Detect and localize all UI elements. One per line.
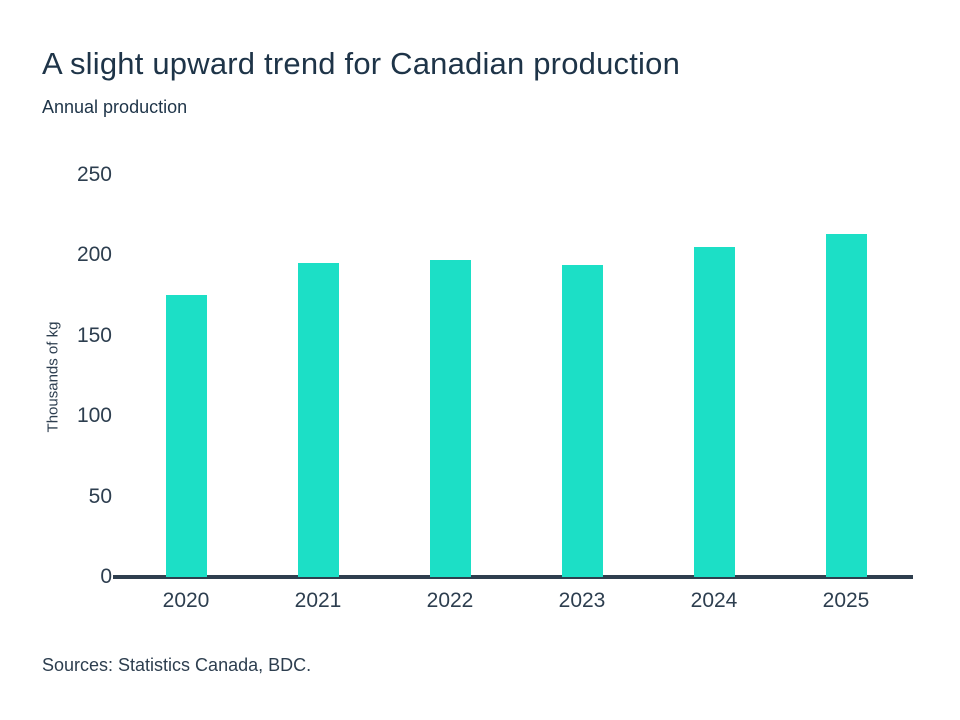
x-tick-label-2022: 2022 [426, 589, 474, 612]
chart-title: A slight upward trend for Canadian produ… [42, 46, 681, 81]
bar-2022 [429, 259, 471, 577]
bar-2023 [561, 264, 603, 577]
y-tick-label-200: 200 [76, 243, 112, 266]
x-tick-label-2020: 2020 [162, 589, 210, 612]
chart-subtitle: Annual production [42, 97, 188, 117]
bar-2021 [297, 263, 339, 577]
x-axis-line [113, 575, 913, 579]
y-tick-label-50: 50 [88, 484, 112, 508]
y-tick-label-250: 250 [76, 162, 112, 186]
bar-2024 [693, 246, 735, 577]
x-tick-label-2024: 2024 [690, 589, 738, 612]
bar-2025 [825, 234, 867, 577]
y-tick-label-150: 150 [76, 323, 112, 347]
x-tick-label-2023: 2023 [558, 589, 606, 612]
bar-2020 [165, 295, 207, 577]
y-tick-label-100: 100 [76, 404, 112, 427]
x-tick-label-2021: 2021 [294, 589, 342, 612]
chart-sources: Sources: Statistics Canada, BDC. [42, 655, 312, 675]
y-tick-label-0: 0 [100, 565, 112, 588]
x-tick-label-2025: 2025 [822, 589, 870, 612]
